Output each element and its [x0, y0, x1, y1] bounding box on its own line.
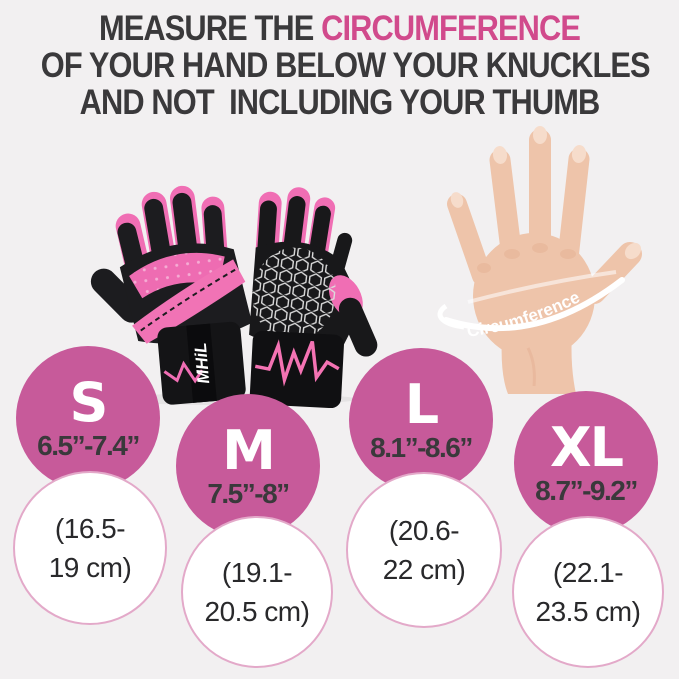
size-inches-l: 8.1”-8.6” — [370, 432, 473, 463]
size-cm-circle-l: (20.6- 22 cm) — [346, 472, 502, 628]
header-text: MEASURE THE CIRCUMFERENCE OF YOUR HAND B… — [0, 10, 679, 121]
size-inches-xl: 8.7”-9.2” — [535, 475, 638, 506]
size-circle-l: L 8.1”-8.6” — [349, 348, 493, 492]
left-glove-back: MHiL — [90, 185, 253, 405]
size-cm-m-line2: 20.5 cm) — [204, 596, 310, 627]
header-line1-highlight: CIRCUMFERENCE — [321, 9, 581, 48]
size-cm-circle-m: (19.1- 20.5 cm) — [181, 516, 333, 668]
size-cm-xl-line1: (22.1- — [552, 557, 624, 588]
hand-illustration — [447, 126, 642, 394]
hand-photo: Circumference — [424, 124, 679, 394]
size-cm-m-line1: (19.1- — [221, 557, 293, 588]
size-circle-m: M 7.5”-8” — [176, 394, 320, 538]
header-line-1: MEASURE THE CIRCUMFERENCE — [41, 10, 639, 47]
size-cm-xl-line2: 23.5 cm) — [535, 596, 641, 627]
size-cm-l-line1: (20.6- — [388, 515, 460, 546]
gloves-photo: MHiL — [68, 140, 386, 408]
size-circle-xl: XL 8.7”-9.2” — [514, 391, 658, 535]
size-cm-circle-s: (16.5- 19 cm) — [13, 471, 167, 625]
size-letter-s: S — [69, 371, 109, 434]
size-cm-circle-xl: (22.1- 23.5 cm) — [512, 516, 664, 668]
glove-brand-label: MHiL — [191, 342, 214, 385]
size-letter-m: M — [222, 419, 276, 482]
size-letter-l: L — [404, 373, 439, 436]
size-inches-m: 7.5”-8” — [207, 478, 290, 509]
header-line-3: AND NOT INCLUDING YOUR THUMB — [79, 83, 601, 122]
header-line1-prefix: MEASURE THE — [98, 9, 322, 48]
size-cm-s-line2: 19 cm) — [48, 552, 132, 583]
header-line-2: OF YOUR HAND BELOW YOUR KNUCKLES — [40, 46, 651, 85]
size-inches-s: 6.5”-7.4” — [37, 430, 140, 461]
size-cm-l-line2: 22 cm) — [382, 554, 466, 585]
right-glove-palm — [249, 187, 378, 408]
size-cm-s-line1: (16.5- — [54, 513, 126, 544]
size-letter-xl: XL — [549, 416, 624, 479]
size-circle-s: S 6.5”-7.4” — [16, 346, 160, 490]
